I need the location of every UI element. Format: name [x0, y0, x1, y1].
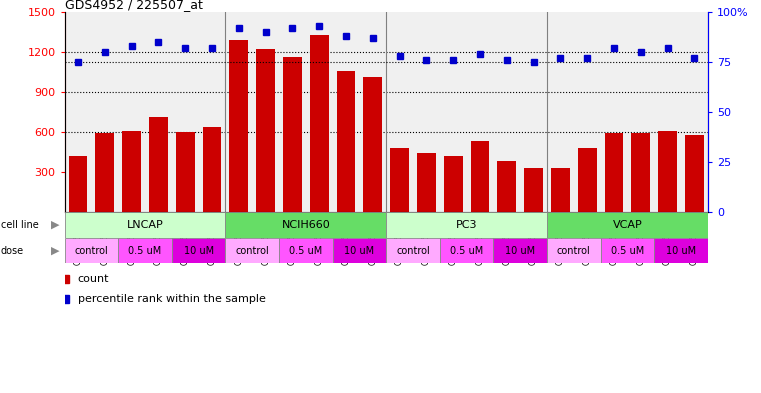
Bar: [417, 153, 436, 212]
Bar: [440, 238, 493, 263]
Text: GDS4952 / 225507_at: GDS4952 / 225507_at: [65, 0, 202, 11]
Bar: [225, 212, 386, 238]
Bar: [386, 212, 547, 238]
Bar: [225, 238, 279, 263]
Bar: [390, 148, 409, 212]
Bar: [65, 238, 118, 263]
Text: dose: dose: [1, 246, 24, 255]
Text: 0.5 uM: 0.5 uM: [289, 246, 323, 255]
Bar: [600, 238, 654, 263]
Text: 0.5 uM: 0.5 uM: [611, 246, 644, 255]
Bar: [444, 156, 463, 212]
Text: percentile rank within the sample: percentile rank within the sample: [78, 294, 266, 304]
Bar: [547, 212, 708, 238]
Bar: [310, 35, 329, 212]
Bar: [524, 168, 543, 212]
Text: ▶: ▶: [51, 220, 59, 230]
Text: 0.5 uM: 0.5 uM: [129, 246, 161, 255]
Text: count: count: [78, 274, 109, 284]
Bar: [230, 40, 248, 212]
Bar: [65, 212, 225, 238]
Bar: [283, 57, 302, 212]
Bar: [604, 133, 623, 212]
Bar: [493, 238, 547, 263]
Text: cell line: cell line: [1, 220, 39, 230]
Bar: [578, 148, 597, 212]
Text: ▶: ▶: [51, 246, 59, 255]
Bar: [470, 141, 489, 212]
Bar: [336, 71, 355, 212]
Text: NCIH660: NCIH660: [282, 220, 330, 230]
Text: 10 uM: 10 uM: [183, 246, 214, 255]
Text: control: control: [557, 246, 591, 255]
Bar: [658, 131, 677, 212]
Bar: [279, 238, 333, 263]
Bar: [654, 238, 708, 263]
Bar: [333, 238, 386, 263]
Text: LNCAP: LNCAP: [126, 220, 164, 230]
Bar: [95, 133, 114, 212]
Text: 0.5 uM: 0.5 uM: [450, 246, 483, 255]
Bar: [172, 238, 225, 263]
Bar: [123, 131, 141, 212]
Bar: [547, 238, 600, 263]
Bar: [551, 168, 570, 212]
Bar: [256, 49, 275, 212]
Bar: [149, 118, 168, 212]
Bar: [118, 238, 172, 263]
Bar: [176, 132, 195, 212]
Bar: [498, 162, 516, 212]
Bar: [68, 156, 88, 212]
Text: 10 uM: 10 uM: [344, 246, 374, 255]
Text: 10 uM: 10 uM: [666, 246, 696, 255]
Text: control: control: [235, 246, 269, 255]
Bar: [364, 77, 382, 212]
Bar: [202, 127, 221, 212]
Bar: [685, 135, 704, 212]
Text: PC3: PC3: [456, 220, 477, 230]
Text: 10 uM: 10 uM: [505, 246, 535, 255]
Bar: [386, 238, 440, 263]
Text: control: control: [75, 246, 108, 255]
Bar: [632, 133, 650, 212]
Text: VCAP: VCAP: [613, 220, 642, 230]
Text: control: control: [396, 246, 430, 255]
